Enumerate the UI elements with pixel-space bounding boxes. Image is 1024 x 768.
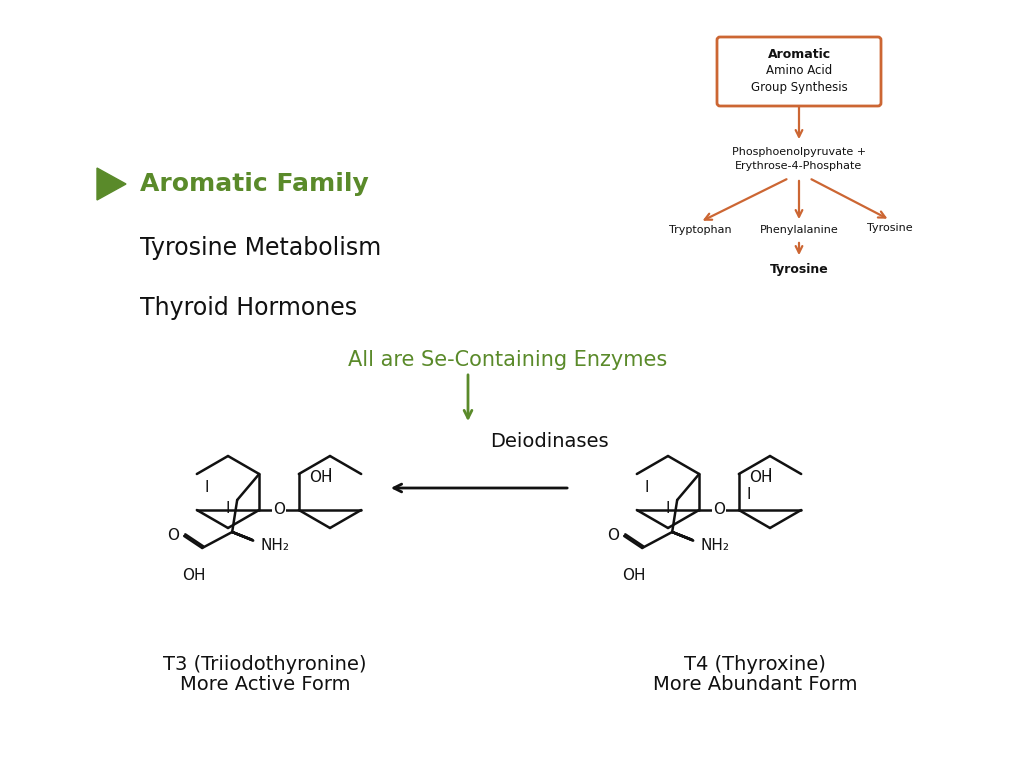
Text: Phenylalanine: Phenylalanine <box>760 225 839 235</box>
Text: NH₂: NH₂ <box>700 538 729 554</box>
Text: Tyrosine Metabolism: Tyrosine Metabolism <box>140 236 381 260</box>
Text: I: I <box>768 468 772 483</box>
Text: O: O <box>713 502 725 518</box>
Text: More Abundant Form: More Abundant Form <box>652 676 857 694</box>
Text: T3 (Triiodothyronine): T3 (Triiodothyronine) <box>163 656 367 674</box>
Text: Tryptophan: Tryptophan <box>669 225 731 235</box>
Text: OH: OH <box>749 471 772 485</box>
Text: Group Synthesis: Group Synthesis <box>751 81 848 94</box>
Text: NH₂: NH₂ <box>260 538 289 554</box>
Text: I: I <box>666 501 671 516</box>
Text: OH: OH <box>182 568 206 583</box>
Text: Tyrosine: Tyrosine <box>770 263 828 276</box>
Text: Amino Acid: Amino Acid <box>766 65 833 78</box>
Text: Tyrosine: Tyrosine <box>867 223 912 233</box>
Text: I: I <box>645 480 649 495</box>
Text: Deiodinases: Deiodinases <box>490 432 608 451</box>
Text: All are Se-Containing Enzymes: All are Se-Containing Enzymes <box>348 350 668 370</box>
Text: O: O <box>273 502 285 518</box>
Text: I: I <box>328 468 332 483</box>
Text: O: O <box>607 528 620 544</box>
Text: Aromatic: Aromatic <box>767 48 830 61</box>
Text: OH: OH <box>309 471 333 485</box>
Text: Erythrose-4-Phosphate: Erythrose-4-Phosphate <box>735 161 862 171</box>
Text: I: I <box>205 480 209 495</box>
Text: Aromatic Family: Aromatic Family <box>140 172 369 196</box>
Text: More Active Form: More Active Form <box>180 676 350 694</box>
Polygon shape <box>97 168 126 200</box>
Text: Thyroid Hormones: Thyroid Hormones <box>140 296 357 320</box>
Text: Phosphoenolpyruvate +: Phosphoenolpyruvate + <box>732 147 866 157</box>
Text: O: O <box>167 528 179 544</box>
Text: I: I <box>746 487 752 502</box>
Text: T4 (Thyroxine): T4 (Thyroxine) <box>684 656 826 674</box>
Text: OH: OH <box>623 568 646 583</box>
Text: I: I <box>225 501 230 516</box>
FancyBboxPatch shape <box>717 37 881 106</box>
